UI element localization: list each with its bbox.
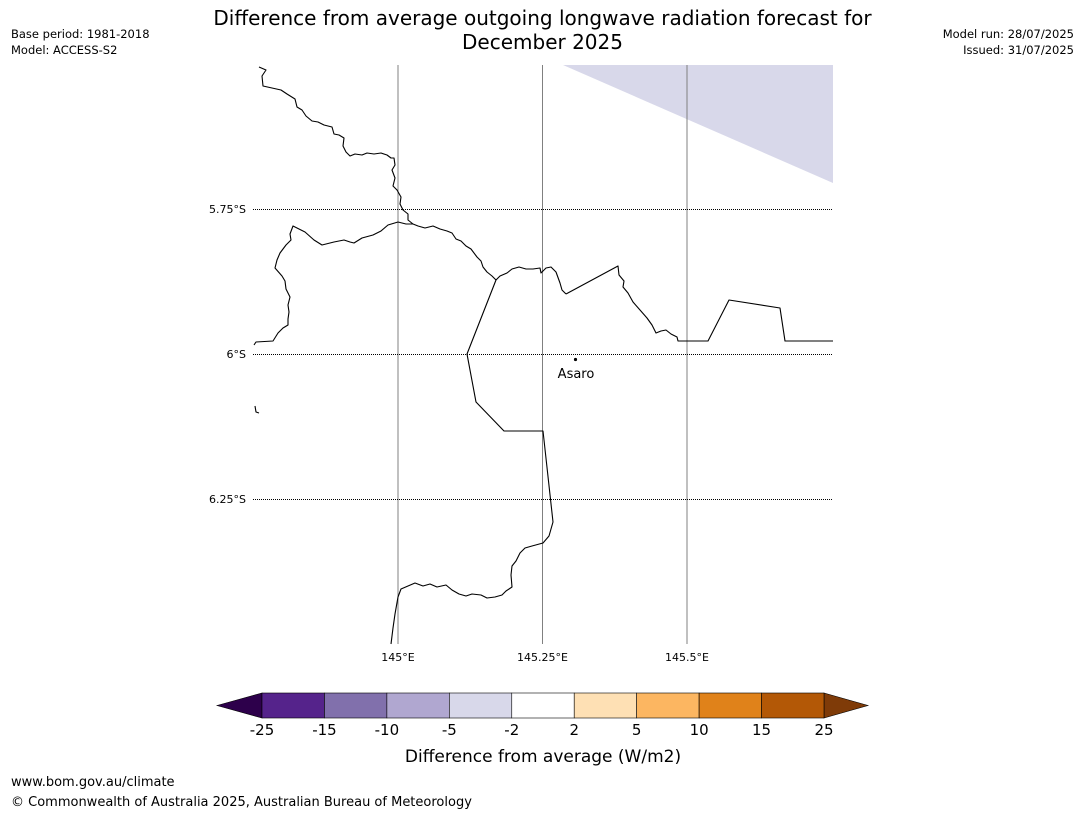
colorbar-segment (511, 692, 575, 719)
colorbar-tick-label: 2 (569, 721, 579, 739)
asaro-label: Asaro (558, 367, 595, 382)
run-info: Model run: 28/07/2025 Issued: 31/07/2025 (943, 26, 1074, 58)
colorbar-segment (261, 692, 325, 719)
lon-label-145e: 145°E (381, 651, 414, 664)
colorbar-segment (386, 692, 450, 719)
model-info: Base period: 1981-2018 Model: ACCESS-S2 (11, 26, 150, 58)
lon-label-145-5e: 145.5°E (665, 651, 709, 664)
colorbar-tick-label: 10 (690, 721, 709, 739)
title-line-2: December 2025 (462, 30, 623, 54)
base-period: Base period: 1981-2018 (11, 27, 150, 41)
colorbar-tick-label: 25 (814, 721, 833, 739)
lon-label-145-25e: 145.25°E (517, 651, 568, 664)
issued-date: Issued: 31/07/2025 (963, 43, 1074, 57)
colorbar-segment (573, 692, 637, 719)
footer-url: www.bom.gov.au/climate (11, 775, 175, 790)
colorbar-over-arrow (823, 692, 870, 719)
lat-label-5-75s: 5.75°S (209, 203, 246, 216)
boundary-south (390, 279, 554, 645)
colorbar-segment (761, 692, 825, 719)
asaro-marker (573, 357, 578, 362)
colorbar-label: Difference from average (W/m2) (405, 747, 681, 767)
boundary-west-fragment (254, 405, 260, 414)
lat-label-6-25s: 6.25°S (209, 493, 246, 506)
colorbar-tick-label: -2 (504, 721, 519, 739)
boundary-east-spur (565, 265, 833, 342)
map-title: Difference from average outgoing longwav… (0, 6, 1085, 54)
colorbar-segment (636, 692, 700, 719)
model-run-date: Model run: 28/07/2025 (942, 27, 1074, 41)
footer-copyright: © Commonwealth of Australia 2025, Austra… (11, 795, 472, 810)
colorbar-segment (449, 692, 513, 719)
boundary-central-north (412, 223, 567, 295)
colorbar-under-arrow (215, 692, 263, 719)
colorbar-tick-label: -5 (442, 721, 457, 739)
colorbar: -25 -15 -10 -5 -2 2 5 10 15 25 (215, 692, 870, 739)
title-line-1: Difference from average outgoing longwav… (213, 6, 872, 30)
colorbar-tick-label: 15 (752, 721, 771, 739)
colorbar-tick-label: 5 (632, 721, 642, 739)
colorbar-tick-label: -10 (375, 721, 400, 739)
anomaly-shaded-region (563, 65, 833, 183)
model-name: Model: ACCESS-S2 (11, 43, 118, 57)
colorbar-tick-label: -25 (250, 721, 275, 739)
colorbar-tick-label: -15 (312, 721, 337, 739)
colorbar-segment (324, 692, 388, 719)
colorbar-segment (698, 692, 762, 719)
lat-label-6s: 6°S (227, 348, 246, 361)
boundary-lines (253, 66, 833, 645)
boundary-northwest (253, 66, 414, 346)
